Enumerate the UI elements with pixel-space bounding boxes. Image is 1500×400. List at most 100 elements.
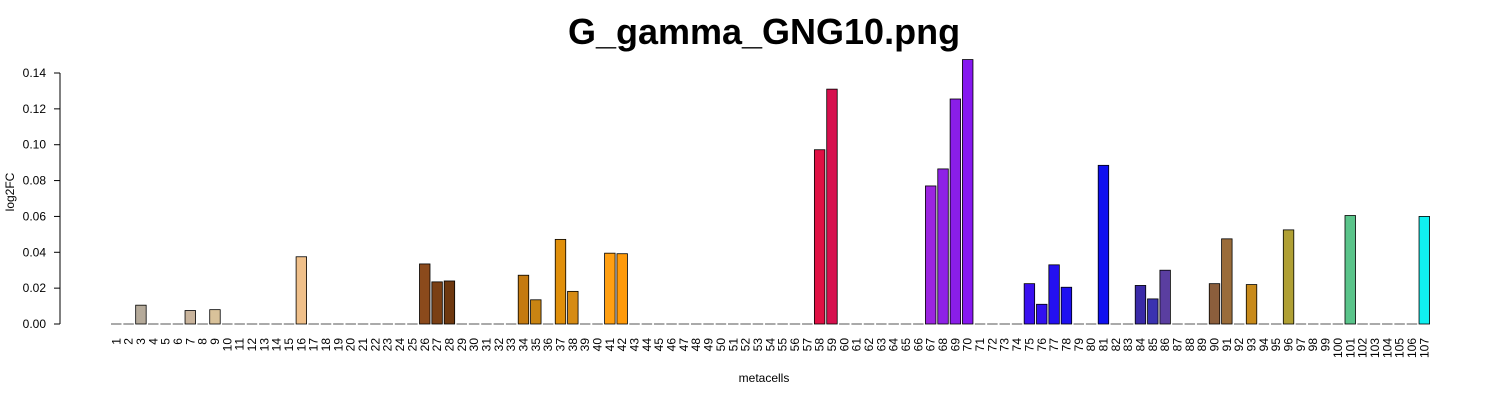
x-tick-label: 87 (1170, 338, 1184, 352)
bar-27 (431, 281, 443, 325)
x-tick-label: 52 (739, 338, 753, 352)
x-tick-label: 7 (183, 338, 197, 345)
x-tick-label: 11 (233, 338, 247, 351)
bar-70 (962, 59, 974, 325)
bar-81 (1097, 164, 1110, 325)
x-tick-label: 42 (615, 338, 629, 352)
bar-38 (567, 290, 579, 325)
bar-26 (419, 263, 431, 325)
x-tick-label: 84 (1133, 338, 1147, 352)
x-tick-label: 55 (776, 338, 790, 352)
x-tick-label: 31 (479, 338, 493, 352)
x-tick-label: 26 (418, 338, 432, 352)
bar-69 (949, 98, 962, 325)
x-tick-label: 81 (1096, 338, 1110, 352)
bar-78 (1060, 286, 1073, 325)
bar-85 (1147, 298, 1159, 325)
bar-58 (813, 149, 826, 325)
x-tick-label: 101 (1343, 338, 1357, 358)
x-tick-label: 36 (541, 338, 555, 352)
x-tick-label: 94 (1257, 338, 1271, 352)
bar-77 (1048, 264, 1060, 325)
x-tick-label: 33 (504, 338, 518, 352)
x-tick-labels: 1234567891011121314151617181920212223242… (109, 338, 1431, 358)
bar-96 (1282, 229, 1295, 325)
x-tick-label: 38 (566, 338, 580, 352)
x-tick-label: 82 (1109, 338, 1123, 352)
bar-41 (604, 252, 616, 325)
x-tick-label: 5 (159, 338, 173, 345)
x-tick-label: 56 (788, 338, 802, 352)
x-tick-label: 30 (467, 338, 481, 352)
x-tick-label: 60 (837, 338, 851, 352)
x-tick-label: 92 (1232, 338, 1246, 352)
x-tick-label: 12 (245, 338, 259, 352)
x-tick-label: 44 (640, 338, 654, 352)
x-tick-label: 45 (652, 338, 666, 352)
x-tick-label: 90 (1208, 338, 1222, 352)
bar-86 (1159, 269, 1171, 325)
bar-9 (209, 309, 221, 325)
x-tick-label: 107 (1417, 338, 1431, 358)
x-tick-label: 18 (319, 338, 333, 352)
x-tick-label: 50 (714, 338, 728, 352)
bar-90 (1208, 283, 1221, 325)
x-tick-label: 27 (430, 338, 444, 352)
x-tick-label: 105 (1393, 338, 1407, 358)
x-tick-label: 8 (196, 338, 210, 345)
y-tick-label: 0.12 (23, 102, 47, 116)
x-tick-label: 89 (1195, 338, 1209, 352)
x-tick-label: 100 (1331, 338, 1345, 358)
x-tick-label: 24 (393, 338, 407, 352)
chart-title: G_gamma_GNG10.png (568, 11, 960, 52)
x-tick-label: 46 (665, 338, 679, 352)
x-tick-label: 53 (751, 338, 765, 352)
x-tick-label: 68 (936, 338, 950, 352)
bar-75 (1023, 283, 1036, 325)
x-tick-label: 99 (1319, 338, 1333, 352)
x-tick-label: 78 (1059, 338, 1073, 352)
bar-84 (1134, 285, 1147, 325)
x-tick-label: 77 (1047, 338, 1061, 352)
x-tick-label: 40 (591, 338, 605, 352)
x-tick-label: 83 (1121, 338, 1135, 352)
x-tick-label: 71 (973, 338, 987, 352)
bar-37 (554, 238, 567, 325)
x-tick-label: 14 (270, 338, 284, 352)
bar-28 (443, 280, 456, 325)
bar-91 (1221, 238, 1233, 325)
x-axis-title: metacells (739, 371, 790, 385)
x-tick-label: 2 (122, 338, 136, 345)
bar-7 (184, 310, 196, 325)
x-tick-label: 9 (208, 338, 222, 345)
x-tick-label: 47 (677, 338, 691, 352)
y-axis-title: log2FC (3, 172, 17, 211)
y-tick-label: 0.04 (23, 245, 47, 259)
x-tick-label: 69 (948, 338, 962, 352)
x-tick-label: 25 (405, 338, 419, 352)
bar-107 (1418, 216, 1430, 325)
x-tick-label: 91 (1220, 338, 1234, 352)
x-tick-label: 20 (344, 338, 358, 352)
bar-59 (826, 88, 838, 325)
x-tick-label: 17 (307, 338, 321, 352)
x-tick-label: 73 (998, 338, 1012, 352)
x-tick-label: 62 (862, 338, 876, 352)
x-tick-label: 58 (813, 338, 827, 352)
x-tick-label: 64 (887, 338, 901, 352)
y-axis: 0.00 0.02 0.04 0.06 0.08 0.10 0.12 0.14 (23, 66, 61, 331)
x-tick-label: 10 (220, 338, 234, 352)
x-tick-label: 6 (171, 338, 185, 345)
x-tick-label: 43 (628, 338, 642, 352)
y-tick-label: 0.06 (23, 209, 47, 223)
x-tick-label: 63 (874, 338, 888, 352)
x-tick-label: 104 (1380, 338, 1394, 358)
x-tick-label: 85 (1146, 338, 1160, 352)
y-tick-label: 0.02 (23, 281, 47, 295)
x-tick-label: 4 (146, 338, 160, 345)
x-tick-label: 93 (1245, 338, 1259, 352)
x-tick-label: 32 (492, 338, 506, 352)
x-tick-label: 34 (516, 338, 530, 352)
x-tick-label: 79 (1072, 338, 1086, 352)
